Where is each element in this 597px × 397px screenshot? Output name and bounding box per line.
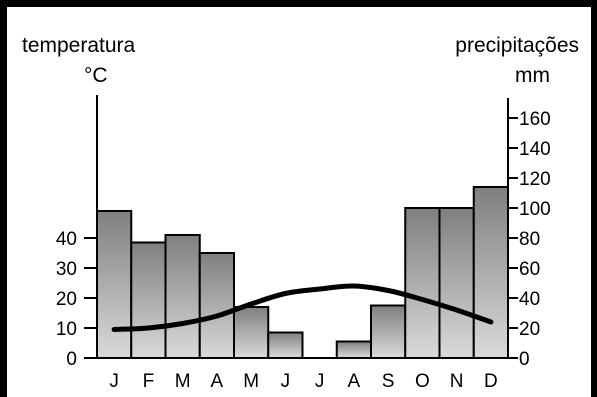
right-axis-ticks: 0 20 40 60 80 100 120 140 160 [508, 109, 551, 370]
precipitation-bar [438, 207, 475, 359]
month-label: A [211, 371, 224, 392]
month-label: N [450, 371, 464, 392]
right-tick-label: 0 [519, 349, 530, 370]
right-axis-title: precipitações [455, 34, 579, 57]
precipitation-bar [96, 210, 133, 359]
right-tick-label: 20 [519, 319, 540, 340]
left-axis-ticks: 0 10 20 30 40 [56, 229, 97, 370]
left-tick-label: 20 [56, 289, 77, 310]
left-tick-label: 0 [66, 349, 77, 370]
month-label: S [382, 371, 395, 392]
precipitation-bar [404, 207, 441, 359]
left-axis-title: temperatura [22, 34, 136, 57]
precipitation-bar [233, 306, 270, 359]
left-tick-label: 30 [56, 259, 77, 280]
month-label: J [281, 371, 291, 392]
month-label: J [109, 371, 119, 392]
precipitation-bar [335, 340, 372, 359]
month-label: F [143, 371, 155, 392]
precipitation-bar [267, 331, 304, 359]
precipitation-bar [130, 241, 167, 359]
month-label: J [315, 371, 325, 392]
right-tick-label: 120 [519, 169, 551, 190]
precipitation-bar [370, 304, 407, 359]
month-label: D [484, 371, 498, 392]
right-tick-label: 140 [519, 139, 551, 160]
right-tick-label: 80 [519, 229, 540, 250]
temperature-line [111, 283, 494, 332]
right-tick-label: 60 [519, 259, 540, 280]
precipitation-bars [96, 186, 509, 359]
left-tick-label: 10 [56, 319, 77, 340]
left-tick-label: 40 [56, 229, 77, 250]
right-tick-label: 160 [519, 109, 551, 130]
month-label: M [243, 371, 259, 392]
month-label: M [175, 371, 191, 392]
right-tick-label: 40 [519, 289, 540, 310]
left-axis-unit: °C [84, 64, 108, 87]
precipitation-bar [472, 186, 509, 359]
right-tick-label: 100 [519, 199, 551, 220]
month-label: A [348, 371, 361, 392]
month-label: O [415, 371, 430, 392]
right-axis-unit: mm [515, 64, 550, 87]
precipitation-bar [164, 234, 201, 359]
precipitation-bar [198, 252, 235, 359]
